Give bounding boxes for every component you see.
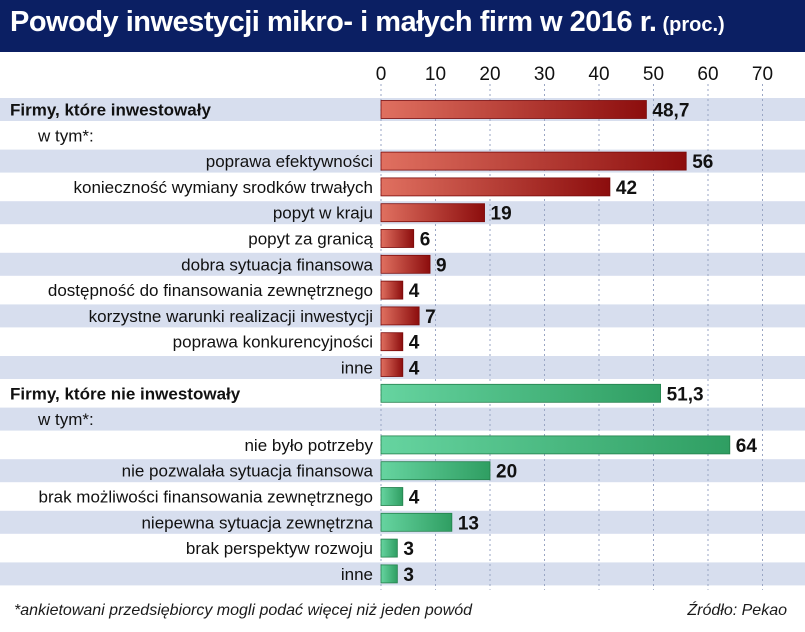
bar [380, 512, 453, 532]
data-label: 6 [420, 230, 431, 251]
category-row: korzystne warunki realizacji inwestycji 7 [89, 306, 436, 328]
tick-label: 50 [643, 64, 664, 85]
category-label: brak perspektyw rozwoju [186, 539, 373, 558]
source-note: Źródło: Pekao [687, 602, 787, 619]
category-label: nie było potrzeby [244, 436, 373, 455]
bar [380, 383, 661, 403]
bar [380, 203, 485, 223]
category-row: konieczność wymiany srodków trwałych 42 [74, 177, 637, 199]
category-row: popyt za granicą 6 [248, 229, 431, 251]
tick-label: 40 [588, 64, 609, 85]
chart-rows: Firmy, które inwestowały 48,7 w tym*: popra… [10, 100, 758, 586]
data-label: 13 [458, 513, 479, 534]
subheader-label: w tym*: [37, 126, 94, 145]
category-row: nie było potrzeby 64 [244, 435, 758, 457]
category-row: niepewna sytuacja zewnętrzna 13 [141, 512, 479, 534]
bar [380, 151, 687, 171]
subheader-label: w tym*: [37, 410, 94, 429]
bar [380, 254, 431, 274]
group-row: Firmy, które inwestowały 48,7 [10, 100, 689, 122]
data-label: 4 [409, 333, 420, 354]
tick-label: 0 [376, 64, 387, 85]
category-label: inne [341, 565, 373, 584]
category-label: popyt za granicą [248, 230, 373, 249]
category-row: dobra sytuacja finansowa 9 [181, 254, 447, 276]
category-label: popyt w kraju [273, 204, 373, 223]
category-label: poprawa efektywności [206, 152, 373, 171]
data-label: 7 [425, 307, 436, 328]
data-label: 4 [409, 488, 420, 509]
category-label: korzystne warunki realizacji inwestycji [89, 307, 373, 326]
row-band [0, 562, 805, 586]
category-label: poprawa konkurencyjności [173, 333, 373, 352]
category-label: dostępność do finansowania zewnętrznego [48, 281, 373, 300]
bar [380, 538, 398, 558]
subheader-row: w tym*: [37, 410, 94, 429]
data-label: 64 [736, 436, 758, 457]
data-label: 42 [616, 178, 637, 199]
category-label: dobra sytuacja finansowa [181, 255, 373, 274]
data-label: 56 [692, 152, 713, 173]
tick-label: 10 [425, 64, 446, 85]
tick-label: 70 [752, 64, 773, 85]
category-row: inne 3 [341, 564, 414, 586]
tick-label: 20 [479, 64, 500, 85]
group-row: Firmy, które nie inwestowały 51,3 [10, 383, 704, 405]
bar [380, 358, 404, 377]
data-label: 3 [403, 565, 414, 586]
axis-ticks: 0 10 20 30 40 50 60 70 [376, 64, 773, 85]
bar [380, 487, 404, 506]
data-label: 3 [403, 539, 414, 560]
category-row: inne 4 [341, 358, 420, 380]
category-row: brak perspektyw rozwoju 3 [186, 538, 414, 560]
bar [380, 177, 611, 197]
subheader-row: w tym*: [37, 126, 94, 145]
category-row: dostępność do finansowania zewnętrznego 4 [48, 280, 420, 302]
bar [380, 435, 731, 455]
footnote: *ankietowani przedsiębiorcy mogli podać … [14, 602, 473, 619]
bar [380, 461, 491, 481]
data-label: 9 [436, 255, 447, 276]
data-label: 51,3 [667, 384, 704, 405]
category-row: brak możliwości finansowania zewnętrzneg… [39, 487, 420, 509]
category-row: poprawa efektywności 56 [206, 151, 713, 173]
tick-label: 60 [697, 64, 718, 85]
bar [380, 332, 404, 352]
category-label: konieczność wymiany srodków trwałych [74, 178, 374, 197]
chart-unit: (proc.) [662, 14, 725, 36]
category-label: inne [341, 359, 373, 378]
data-label: 4 [409, 359, 420, 380]
data-label: 19 [491, 204, 512, 225]
tick-label: 30 [534, 64, 555, 85]
bar [380, 100, 647, 119]
data-label: 20 [496, 462, 517, 483]
category-label: nie pozwalała sytuacja finansowa [122, 462, 374, 481]
bar [380, 306, 420, 326]
chart-title: Powody inwestycji mikro- i małych firm w… [10, 6, 657, 38]
title-bar: Powody inwestycji mikro- i małych firm w… [0, 0, 805, 52]
bar [380, 564, 398, 584]
bar [380, 229, 415, 248]
group-label: Firmy, które inwestowały [10, 101, 211, 120]
group-label: Firmy, które nie inwestowały [10, 384, 241, 403]
category-label: brak możliwości finansowania zewnętrzneg… [39, 488, 374, 507]
data-label: 4 [409, 281, 420, 302]
category-row: poprawa konkurencyjności 4 [173, 332, 420, 354]
category-row: popyt w kraju 19 [273, 203, 512, 225]
row-band [0, 407, 805, 431]
data-label: 48,7 [652, 101, 689, 122]
category-row: nie pozwalała sytuacja finansowa 20 [122, 461, 517, 483]
bar [380, 280, 404, 300]
bar-chart: 0 10 20 30 40 50 60 70 Firmy, które inwestowały… [0, 64, 805, 590]
category-label: niepewna sytuacja zewnętrzna [141, 513, 373, 532]
